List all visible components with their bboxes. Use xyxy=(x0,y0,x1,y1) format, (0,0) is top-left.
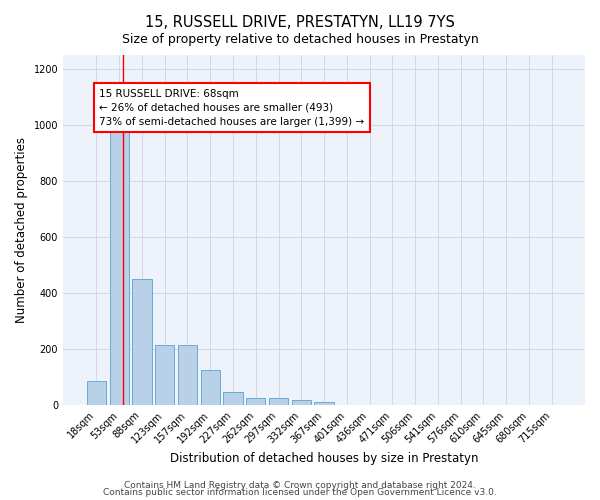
Text: 15, RUSSELL DRIVE, PRESTATYN, LL19 7YS: 15, RUSSELL DRIVE, PRESTATYN, LL19 7YS xyxy=(145,15,455,30)
Text: Contains public sector information licensed under the Open Government Licence v3: Contains public sector information licen… xyxy=(103,488,497,497)
Text: Contains HM Land Registry data © Crown copyright and database right 2024.: Contains HM Land Registry data © Crown c… xyxy=(124,480,476,490)
Bar xyxy=(87,382,106,405)
Bar xyxy=(178,345,197,405)
Y-axis label: Number of detached properties: Number of detached properties xyxy=(15,137,28,323)
Bar xyxy=(132,279,152,405)
Bar xyxy=(110,130,129,405)
Bar xyxy=(200,370,220,405)
Bar xyxy=(223,392,242,405)
X-axis label: Distribution of detached houses by size in Prestatyn: Distribution of detached houses by size … xyxy=(170,452,478,465)
Text: Size of property relative to detached houses in Prestatyn: Size of property relative to detached ho… xyxy=(122,32,478,46)
Bar xyxy=(246,398,265,405)
Bar xyxy=(155,345,175,405)
Bar xyxy=(292,400,311,405)
Bar xyxy=(269,398,288,405)
Bar xyxy=(314,402,334,405)
Text: 15 RUSSELL DRIVE: 68sqm
← 26% of detached houses are smaller (493)
73% of semi-d: 15 RUSSELL DRIVE: 68sqm ← 26% of detache… xyxy=(99,88,364,126)
